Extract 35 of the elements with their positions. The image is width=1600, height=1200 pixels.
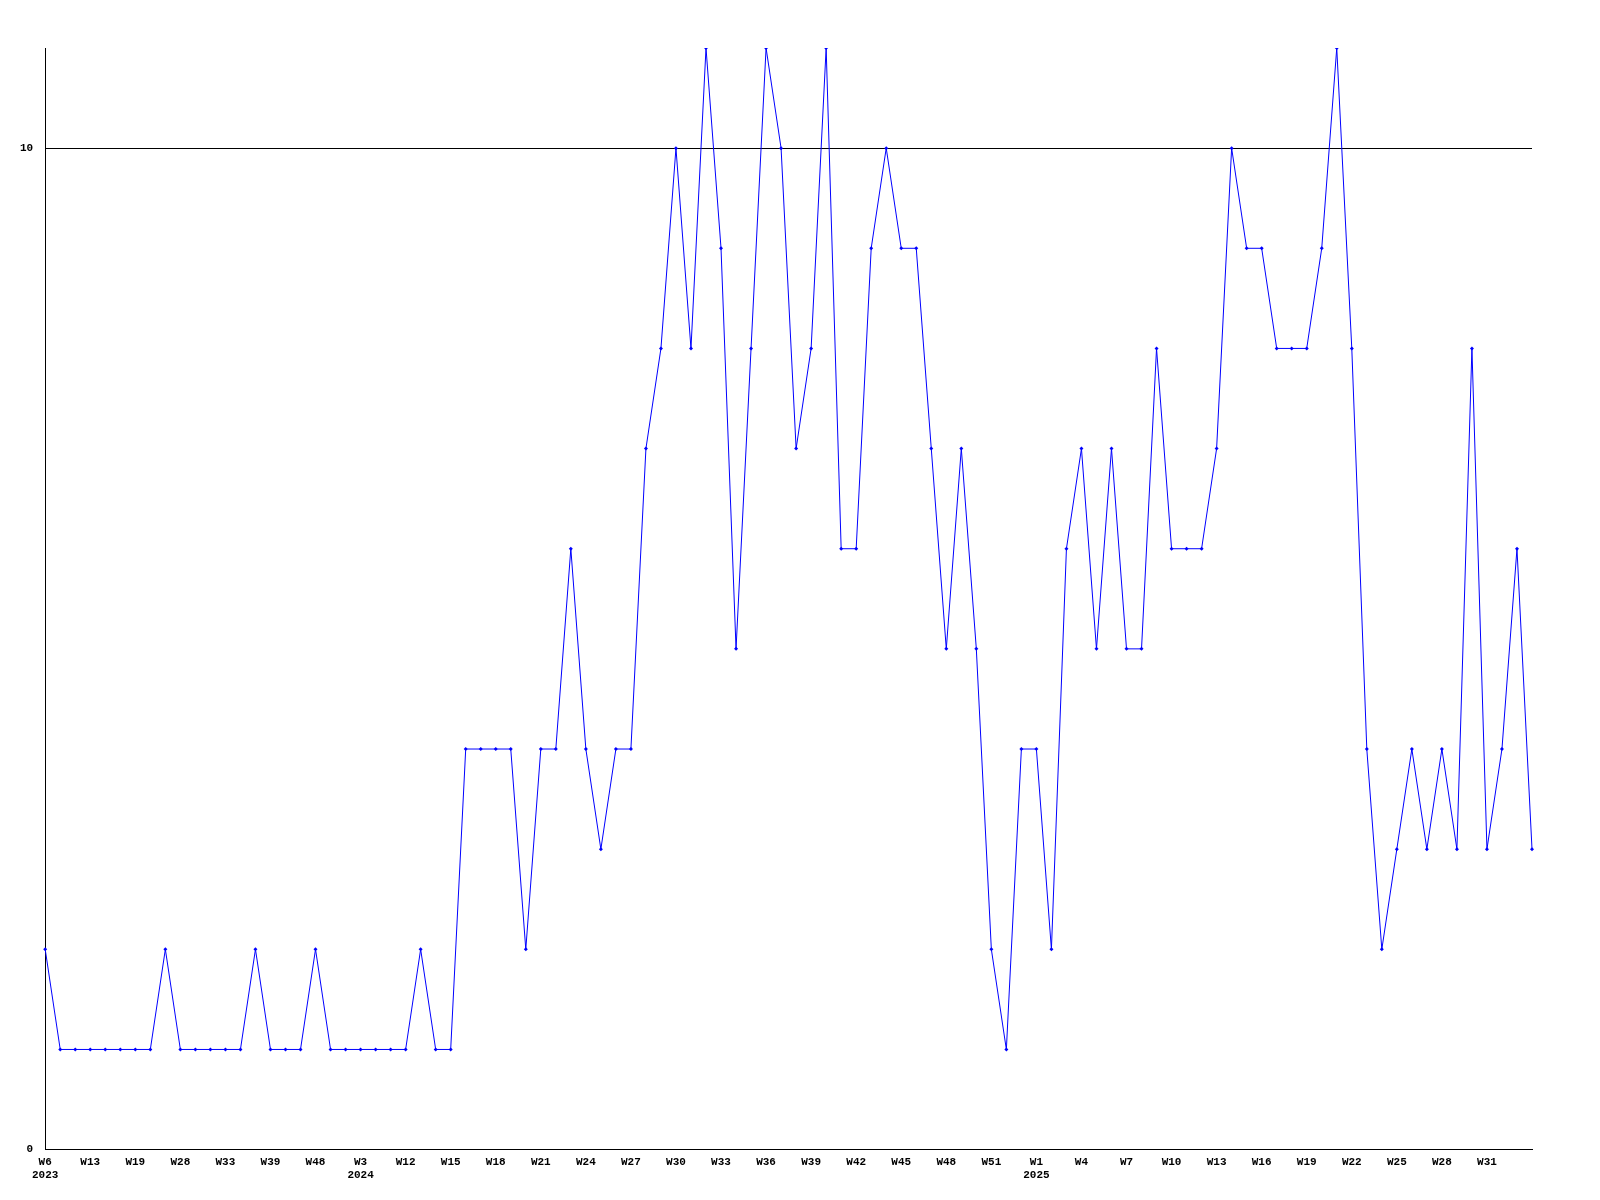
x-tick-label: W13 — [1206, 1155, 1227, 1168]
x-tick-label: W30 — [666, 1155, 686, 1168]
y-tick-label: 0 — [26, 1143, 34, 1156]
x-tick-label: W33 — [215, 1155, 236, 1168]
y-tick-label: 10 — [20, 141, 34, 154]
x-tick-label: W33 — [711, 1155, 732, 1168]
x-tick-label: W24 — [575, 1155, 597, 1168]
x-tick-label: W12 — [395, 1155, 416, 1168]
x-tick-label: W10 — [1161, 1155, 1182, 1168]
x-tick-label: W1 2025 — [1023, 1155, 1050, 1182]
x-tick-label: W28 — [170, 1155, 191, 1168]
x-tick-label: W16 — [1251, 1155, 1272, 1168]
x-tick-label: W39 — [801, 1155, 822, 1168]
x-tick-label: W28 — [1431, 1155, 1453, 1168]
x-tick-label: W31 — [1477, 1155, 1498, 1168]
x-tick-label: W48 — [305, 1155, 326, 1168]
x-tick-label: W42 — [846, 1155, 867, 1168]
x-tick-label: W19 — [125, 1155, 146, 1168]
x-tick-label: W13 — [80, 1155, 101, 1168]
x-tick-label: W39 — [260, 1155, 281, 1168]
x-tick-label: W7 — [1119, 1155, 1134, 1168]
x-tick-label: W6 2023 — [32, 1155, 59, 1182]
x-tick-label: W25 — [1386, 1155, 1408, 1168]
x-tick-label: W51 — [981, 1155, 1002, 1168]
x-tick-label: W27 — [621, 1155, 641, 1168]
x-tick-label: W36 — [756, 1155, 776, 1168]
x-tick-label: W3 2024 — [347, 1155, 375, 1182]
x-tick-label: W45 — [891, 1155, 912, 1168]
x-tick-label: W48 — [936, 1155, 957, 1168]
x-tick-label: W22 — [1341, 1155, 1362, 1168]
x-tick-label: W4 — [1074, 1155, 1089, 1168]
x-tick-label: W19 — [1296, 1155, 1317, 1168]
x-tick-label: W15 — [440, 1155, 461, 1168]
x-tick-label: W18 — [485, 1155, 507, 1168]
x-tick-label: W21 — [530, 1155, 552, 1168]
